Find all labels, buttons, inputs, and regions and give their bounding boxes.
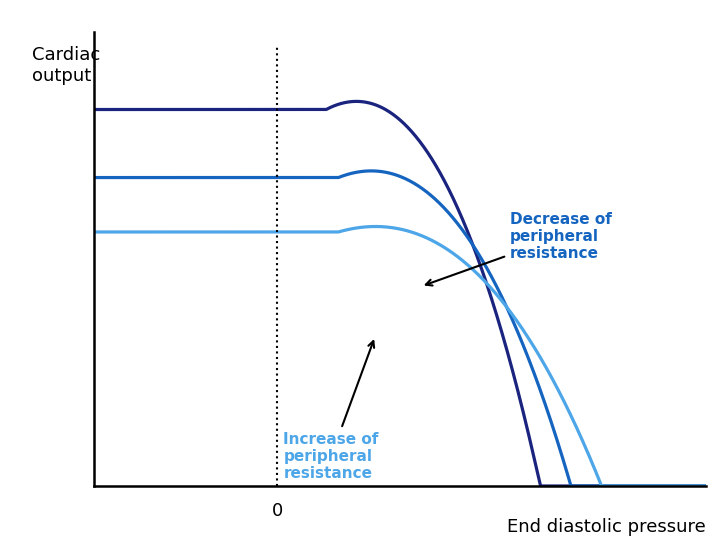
Text: End diastolic pressure: End diastolic pressure	[507, 518, 706, 536]
Text: Cardiac
output: Cardiac output	[32, 46, 101, 85]
Text: Increase of
peripheral
resistance: Increase of peripheral resistance	[284, 341, 379, 481]
Text: 0: 0	[271, 502, 283, 520]
Text: Decrease of
peripheral
resistance: Decrease of peripheral resistance	[426, 212, 611, 286]
